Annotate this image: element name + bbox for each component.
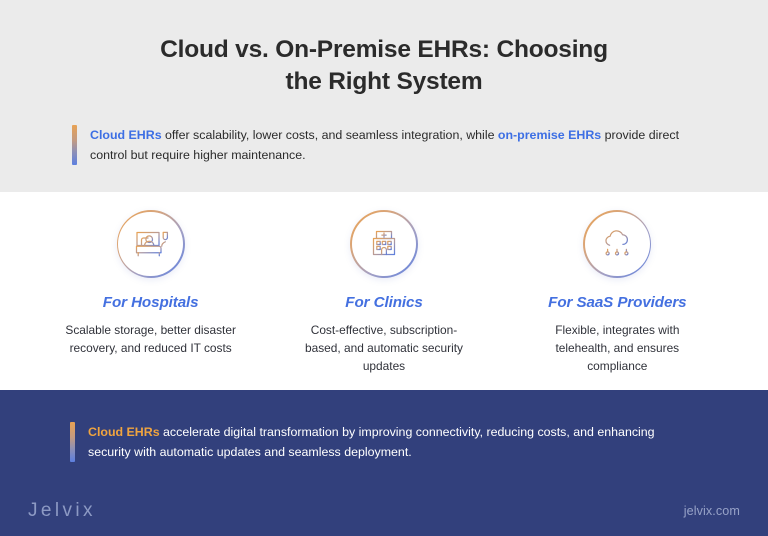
audience-card-body-hospitals: Scalable storage, better disaster recove… — [65, 323, 236, 356]
audience-card-title-hospitals: For Hospitals — [102, 294, 199, 311]
page-title: Cloud vs. On-Premise EHRs: Choosing the … — [70, 34, 698, 99]
cloud-network-icon — [604, 230, 630, 256]
hero-callout-accent-bar — [72, 124, 77, 165]
audience-card-title-clinics: For Clinics — [345, 294, 423, 311]
footer-callout-highlight: Cloud EHRs — [88, 425, 160, 439]
audience-card-title-saas: For SaaS Providers — [548, 294, 687, 311]
hero-callout: Cloud EHRs offer scalability, lower cost… — [70, 124, 698, 165]
footer-callout: Cloud EHRs accelerate digital transforma… — [70, 422, 698, 463]
page-title-line-2: the Right System — [285, 68, 483, 96]
clinic-icon-inner — [351, 211, 417, 277]
clinic-building-icon — [369, 230, 399, 256]
page-title-line-1: Cloud vs. On-Premise EHRs: Choosing — [160, 36, 608, 63]
audience-card-saas: For SaaS Providers Flexible, integrates … — [501, 210, 734, 375]
footer-section: Cloud EHRs accelerate digital transforma… — [0, 390, 768, 536]
cloud-icon-inner — [584, 211, 650, 277]
audience-card-clinics: For Clinics Cost-effective, subscription… — [267, 210, 500, 375]
audience-card-body-clinics: Cost-effective, subscription-based, and … — [304, 323, 463, 374]
hero-callout-body-1: offer scalability, lower costs, and seam… — [161, 127, 498, 142]
hero-callout-text: Cloud EHRs offer scalability, lower cost… — [90, 125, 698, 165]
audience-card-hospitals: For Hospitals Scalable storage, better d… — [34, 210, 267, 357]
hospital-bed-icon — [135, 231, 168, 257]
jelvix-logo: Jelvix — [28, 500, 96, 521]
cloud-icon-ring — [583, 210, 652, 278]
clinic-icon-ring — [349, 210, 418, 278]
audience-cards-section: For Hospitals Scalable storage, better d… — [0, 192, 768, 390]
footer-callout-body: accelerate digital transformation by imp… — [88, 425, 655, 460]
hero-callout-highlight-2: on-premise EHRs — [497, 127, 602, 142]
footer-callout-text: Cloud EHRs accelerate digital transforma… — [88, 422, 698, 462]
footer-brand-row: Jelvix jelvix.com — [0, 500, 768, 522]
hero-section: Cloud vs. On-Premise EHRs: Choosing the … — [0, 0, 768, 192]
hero-callout-body-2: provide direct control but require highe… — [90, 127, 680, 162]
footer-callout-accent-bar — [70, 422, 75, 463]
audience-card-body-saas: Flexible, integrates with telehealth, an… — [555, 323, 680, 374]
hospital-icon-inner — [118, 211, 184, 277]
jelvix-website-url[interactable]: jelvix.com — [683, 504, 740, 518]
hospital-icon-ring — [116, 210, 185, 278]
hero-callout-highlight-1: Cloud EHRs — [90, 127, 162, 142]
